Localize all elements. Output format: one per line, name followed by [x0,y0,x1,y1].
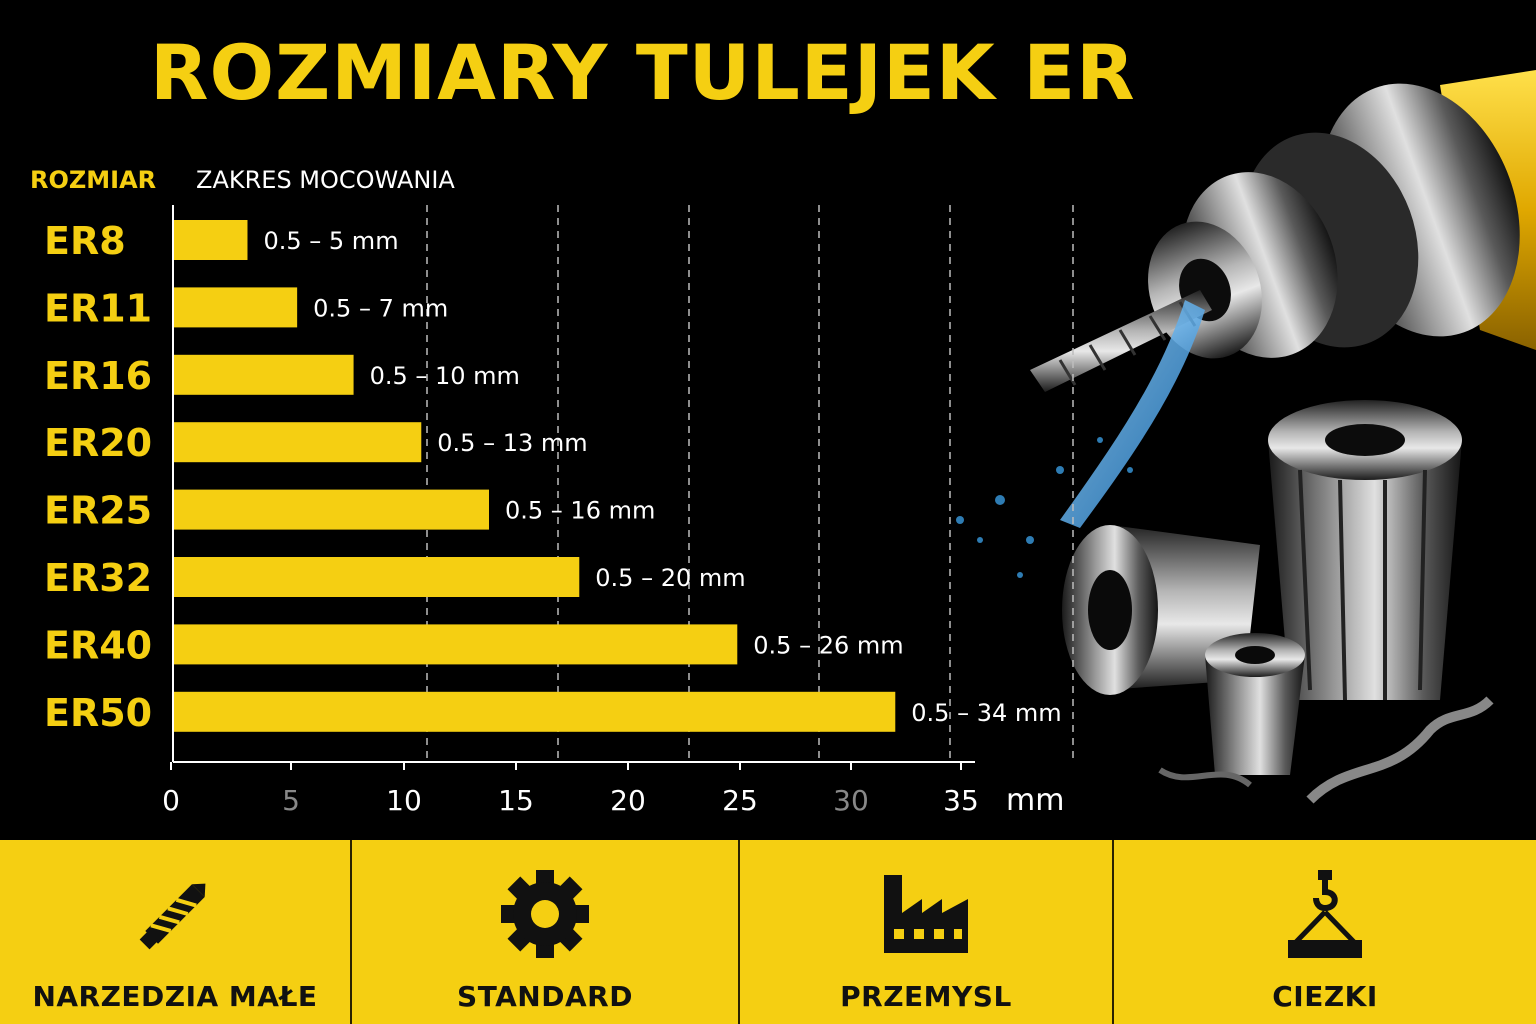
x-tick-label: 10 [386,784,422,817]
category-label: ER8 [44,219,126,263]
category-label: ER40 [44,623,152,667]
bar-er40 [173,624,738,665]
bar-er8 [173,220,248,260]
data-label: 0.5 – 5 mm [263,227,398,255]
category-label: ER50 [44,691,152,735]
bar-er16 [173,354,354,395]
category-label: ER11 [44,286,152,330]
category-label: STANDARD [457,980,633,1013]
category-label: PRZEMYSL [840,980,1012,1013]
data-label: 0.5 – 13 mm [437,429,587,457]
data-label: 0.5 – 16 mm [505,497,655,525]
bar-er25 [173,489,489,530]
chart-gridlines [426,205,1074,760]
bar-er11 [173,287,298,328]
drill-bit-icon [130,868,220,960]
category-label: ER20 [44,421,152,465]
category-standard: STANDARD [352,840,740,1024]
x-axis-unit: mm [1006,783,1064,818]
range-column-header: ZAKRES MOCOWANIA [196,166,455,194]
category-label: CIEZKI [1272,980,1378,1013]
category-small-tools: NARZEDZIA MAŁE [0,840,352,1024]
x-tick-label: 20 [610,784,646,817]
x-tick-label: 30 [833,784,869,817]
category-label: ER25 [44,489,152,533]
chart-bars: ER8 0.5 – 5 mm ER11 0.5 – 7 mm ER16 0.5 – 10 … [44,219,1062,735]
x-tick-label: 0 [162,784,180,817]
category-label: ER16 [44,354,152,398]
page-title: ROZMIARY TULEJEK ER [150,28,1136,117]
category-label: NARZEDZIA MAŁE [32,980,318,1013]
x-tick-label: 35 [943,784,979,817]
category-label: ER32 [44,556,152,600]
data-label: 0.5 – 26 mm [753,631,903,659]
chart-axes: 0 5 10 15 20 25 30 35 mm [162,205,1064,818]
x-tick-label: 25 [722,784,758,817]
collet-chuck-illustration [956,70,1536,804]
data-label: 0.5 – 34 mm [911,699,1061,727]
factory-icon [878,868,974,960]
bar-er32 [173,557,580,597]
category-heavy: CIEZKI [1114,840,1536,1024]
data-label: 0.5 – 7 mm [313,294,448,322]
application-categories: NARZEDZIA MAŁE STANDARD [0,840,1536,1024]
category-industry: PRZEMYSL [740,840,1114,1024]
size-column-header: ROZMIAR [30,166,157,194]
x-tick-label: 5 [282,784,300,817]
data-label: 0.5 – 20 mm [595,564,745,592]
crane-hook-icon [1280,868,1370,960]
x-tick-label: 15 [498,784,534,817]
collet-range-chart: ER8 0.5 – 5 mm ER11 0.5 – 7 mm ER16 0.5 – 10 … [44,205,1074,818]
bar-er50 [173,691,896,732]
gear-icon [499,868,591,960]
bar-er20 [173,422,422,463]
data-label: 0.5 – 10 mm [370,362,520,390]
